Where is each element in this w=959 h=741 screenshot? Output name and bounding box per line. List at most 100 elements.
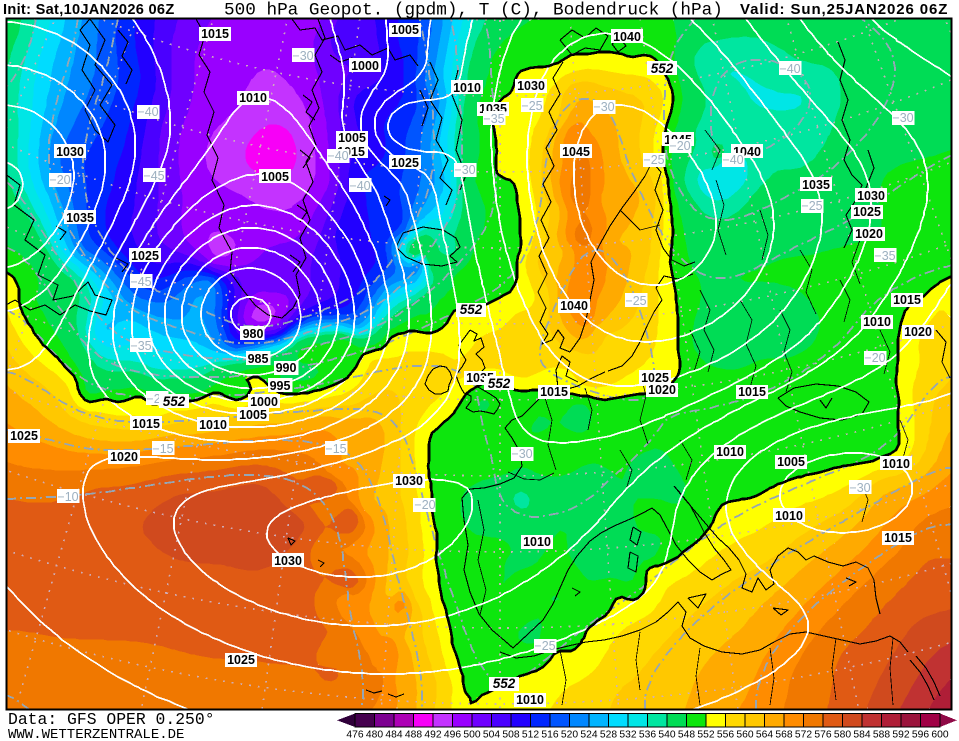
svg-text:1010: 1010 [863,315,891,329]
svg-text:1025: 1025 [853,205,881,219]
svg-text:−15: −15 [325,442,346,456]
svg-text:1040: 1040 [560,299,588,313]
svg-text:1005: 1005 [391,23,419,37]
svg-text:1010: 1010 [882,457,910,471]
svg-text:500 hPa Geopot. (gpdm), T (C),: 500 hPa Geopot. (gpdm), T (C), Bodendruc… [224,1,723,21]
svg-text:985: 985 [248,352,269,366]
svg-text:1005: 1005 [338,131,366,145]
svg-text:WWW.WETTERZENTRALE.DE: WWW.WETTERZENTRALE.DE [8,727,184,741]
svg-text:496: 496 [444,730,461,741]
svg-text:1015: 1015 [893,293,921,307]
svg-text:488: 488 [405,730,422,741]
svg-text:1015: 1015 [884,531,912,545]
svg-text:1015: 1015 [132,417,160,431]
svg-text:1035: 1035 [802,178,830,192]
svg-text:1025: 1025 [227,653,255,667]
svg-text:540: 540 [658,730,675,741]
svg-text:564: 564 [756,730,773,741]
svg-text:1030: 1030 [274,554,302,568]
svg-text:Init: Sat,10JAN2026 06Z: Init: Sat,10JAN2026 06Z [3,2,175,18]
svg-text:552: 552 [460,302,483,317]
svg-text:536: 536 [639,730,656,741]
svg-text:−25: −25 [625,294,646,308]
svg-text:−35: −35 [130,339,151,353]
svg-text:1005: 1005 [239,408,267,422]
svg-text:−20: −20 [414,498,435,512]
svg-text:−10: −10 [57,490,78,504]
svg-text:−20: −20 [669,139,690,153]
svg-text:476: 476 [346,730,363,741]
svg-text:532: 532 [619,730,636,741]
svg-text:−35: −35 [874,249,895,263]
svg-text:516: 516 [541,730,558,741]
svg-text:−20: −20 [864,351,885,365]
svg-text:1000: 1000 [351,59,379,73]
svg-text:980: 980 [243,327,264,341]
svg-text:576: 576 [814,730,831,741]
svg-text:−45: −45 [143,169,164,183]
svg-text:1015: 1015 [540,385,568,399]
svg-text:1015: 1015 [738,385,766,399]
svg-text:−20: −20 [49,173,70,187]
svg-text:552: 552 [493,676,516,691]
svg-text:1045: 1045 [562,145,590,159]
svg-text:508: 508 [502,730,519,741]
svg-text:492: 492 [424,730,441,741]
svg-text:1010: 1010 [453,81,481,95]
svg-text:−15: −15 [152,442,173,456]
svg-text:1025: 1025 [10,429,38,443]
svg-text:1025: 1025 [131,249,159,263]
svg-text:990: 990 [276,361,297,375]
svg-text:1035: 1035 [66,211,94,225]
svg-text:1030: 1030 [517,79,545,93]
svg-text:596: 596 [912,730,929,741]
svg-text:−45: −45 [130,275,151,289]
svg-text:−30: −30 [593,100,614,114]
svg-text:552: 552 [651,61,674,76]
svg-text:−25: −25 [801,199,822,213]
svg-text:520: 520 [561,730,578,741]
svg-text:588: 588 [873,730,890,741]
svg-text:568: 568 [775,730,792,741]
svg-text:1025: 1025 [641,371,669,385]
svg-text:528: 528 [600,730,617,741]
svg-text:552: 552 [488,376,511,391]
svg-text:−25: −25 [534,639,555,653]
svg-text:500: 500 [463,730,480,741]
svg-text:480: 480 [366,730,383,741]
svg-text:−25: −25 [643,153,664,167]
svg-text:995: 995 [270,379,291,393]
svg-text:600: 600 [931,730,948,741]
svg-text:548: 548 [678,730,695,741]
svg-text:592: 592 [892,730,909,741]
svg-text:504: 504 [483,730,500,741]
svg-text:−30: −30 [892,111,913,125]
svg-text:556: 556 [717,730,734,741]
svg-text:1015: 1015 [201,27,229,41]
svg-text:1005: 1005 [777,455,805,469]
svg-text:−30: −30 [454,163,475,177]
svg-text:1030: 1030 [857,189,885,203]
svg-text:−40: −40 [137,105,158,119]
svg-text:1010: 1010 [516,693,544,707]
svg-text:−40: −40 [349,179,370,193]
svg-text:1025: 1025 [391,156,419,170]
svg-text:1010: 1010 [775,509,803,523]
svg-text:1020: 1020 [904,325,932,339]
svg-text:1040: 1040 [613,30,641,44]
svg-text:1030: 1030 [56,145,84,159]
svg-text:−30: −30 [849,481,870,495]
svg-text:552: 552 [697,730,714,741]
svg-text:1005: 1005 [261,170,289,184]
svg-text:−40: −40 [327,149,348,163]
svg-text:−40: −40 [722,153,743,167]
svg-text:512: 512 [522,730,539,741]
svg-text:1020: 1020 [648,383,676,397]
svg-text:−30: −30 [511,447,532,461]
svg-text:1030: 1030 [395,474,423,488]
svg-text:1020: 1020 [855,227,883,241]
svg-text:1020: 1020 [110,450,138,464]
svg-text:1010: 1010 [239,91,267,105]
svg-text:484: 484 [385,730,402,741]
svg-text:1010: 1010 [199,418,227,432]
